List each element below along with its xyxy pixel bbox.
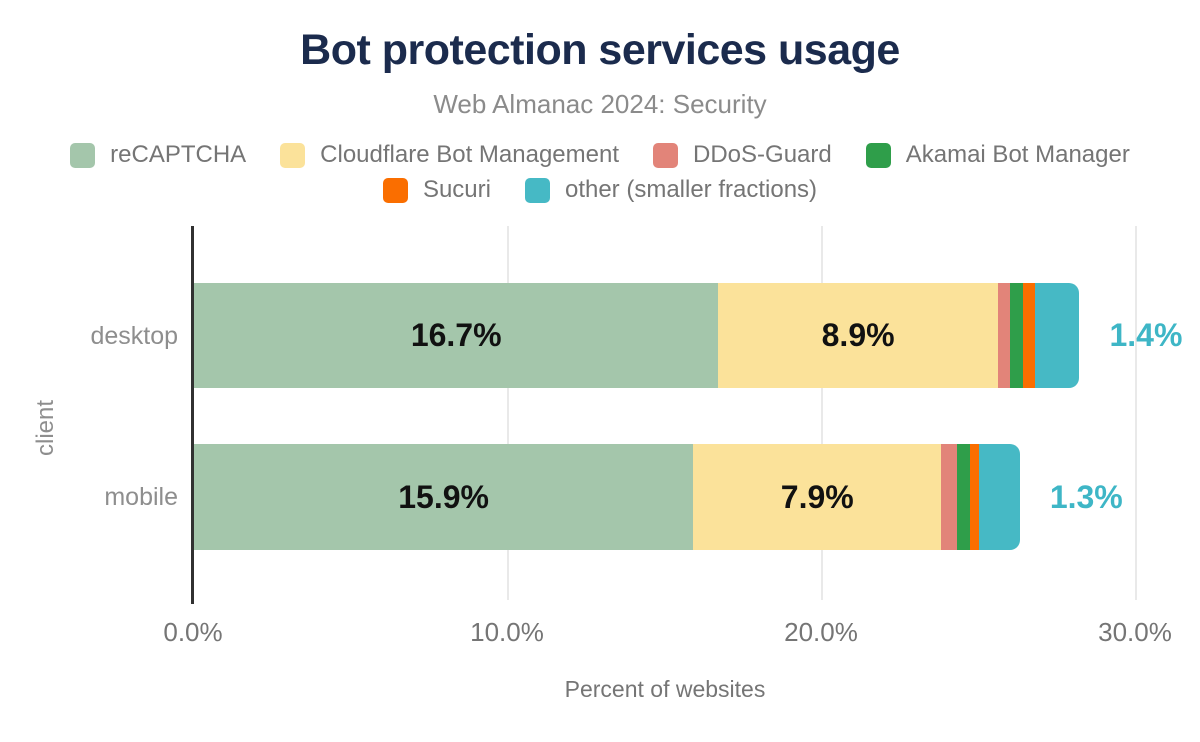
legend-swatch-ddos-guard (653, 142, 679, 168)
bar-segment-desktop-recaptcha[interactable]: 16.7% (194, 283, 719, 388)
bar-segment-desktop-cloudflare-bot-management[interactable]: 8.9% (718, 283, 998, 388)
legend-label: DDoS-Guard (693, 141, 832, 168)
legend-label: reCAPTCHA (110, 141, 247, 168)
bar-segment-desktop-ddos-guard[interactable] (997, 283, 1011, 388)
legend-label: Cloudflare Bot Management (320, 141, 620, 168)
legend-swatch-recaptcha (70, 142, 96, 168)
legend-row: reCAPTCHA Cloudflare Bot Management DDoS-G… (0, 141, 1200, 169)
legend-item-cloudflare-bot-management[interactable]: Cloudflare Bot Management (280, 141, 619, 169)
category-label-desktop: desktop (90, 321, 178, 350)
legend-item-recaptcha[interactable]: reCAPTCHA (70, 141, 246, 169)
x-axis-title: Percent of websites (564, 676, 766, 702)
legend-swatch-sucuri (382, 177, 408, 203)
y-axis-title: client (32, 399, 59, 457)
legend-label: Sucuri (422, 176, 491, 203)
bar-segment-desktop-other-smaller-fractions[interactable] (1035, 283, 1080, 388)
gridline-10 (507, 226, 509, 600)
value-label-desktop-cloudflare-bot-management: 8.9% (821, 317, 895, 353)
y-axis-line (191, 226, 194, 604)
category-label-mobile: mobile (104, 483, 178, 511)
legend-swatch-cloudflare-bot-management (280, 142, 306, 168)
legend-item-sucuri[interactable]: Sucuri (382, 176, 491, 204)
bar-segment-mobile-cloudflare-bot-management[interactable]: 7.9% (693, 444, 942, 550)
outside-value-label-mobile: 1.3% (1049, 478, 1123, 515)
bar-segment-desktop-sucuri[interactable] (1022, 283, 1036, 388)
bar-segment-desktop-akamai-bot-manager[interactable] (1010, 283, 1023, 388)
x-tick-label-10: 10.0% (470, 617, 544, 647)
bar-segment-mobile-other-smaller-fractions[interactable] (978, 444, 1020, 550)
legend-item-other-smaller-fractions[interactable]: other (smaller fractions) (524, 176, 818, 204)
value-label-mobile-cloudflare-bot-management: 7.9% (780, 478, 854, 515)
chart-subtitle: Web Almanac 2024: Security (433, 89, 767, 119)
chart-legend: reCAPTCHA Cloudflare Bot Management DDoS-G… (0, 141, 1200, 211)
legend-row: Sucuri other (smaller fractions) (0, 176, 1200, 204)
value-label-desktop-recaptcha: 16.7% (410, 317, 502, 353)
legend-label: other (smaller fractions) (564, 176, 818, 203)
bar-segment-mobile-sucuri[interactable] (969, 444, 979, 550)
bar-desktop: 16.7% 8.9% (194, 283, 1080, 388)
bar-segment-mobile-akamai-bot-manager[interactable] (956, 444, 970, 550)
legend-swatch-akamai-bot-manager (865, 142, 891, 168)
legend-label: Akamai Bot Manager (905, 141, 1130, 168)
bar-mobile: 15.9% 7.9% (194, 444, 1020, 550)
bar-segment-mobile-recaptcha[interactable]: 15.9% (194, 444, 694, 550)
legend-item-ddos-guard[interactable]: DDoS-Guard (653, 141, 832, 169)
x-tick-label-30: 30.0% (1098, 617, 1172, 647)
legend-swatch-other-smaller-fractions (524, 177, 550, 203)
gridline-20 (821, 226, 823, 600)
outside-value-label-desktop: 1.4% (1109, 317, 1183, 353)
bar-segment-mobile-ddos-guard[interactable] (941, 444, 957, 550)
legend-item-akamai-bot-manager[interactable]: Akamai Bot Manager (865, 141, 1130, 169)
value-label-mobile-recaptcha: 15.9% (398, 478, 489, 515)
gridline-30 (1135, 226, 1137, 600)
x-tick-label-0: 0.0% (163, 617, 223, 647)
chart-title: Bot protection services usage (300, 26, 900, 74)
x-tick-label-20: 20.0% (784, 617, 858, 647)
